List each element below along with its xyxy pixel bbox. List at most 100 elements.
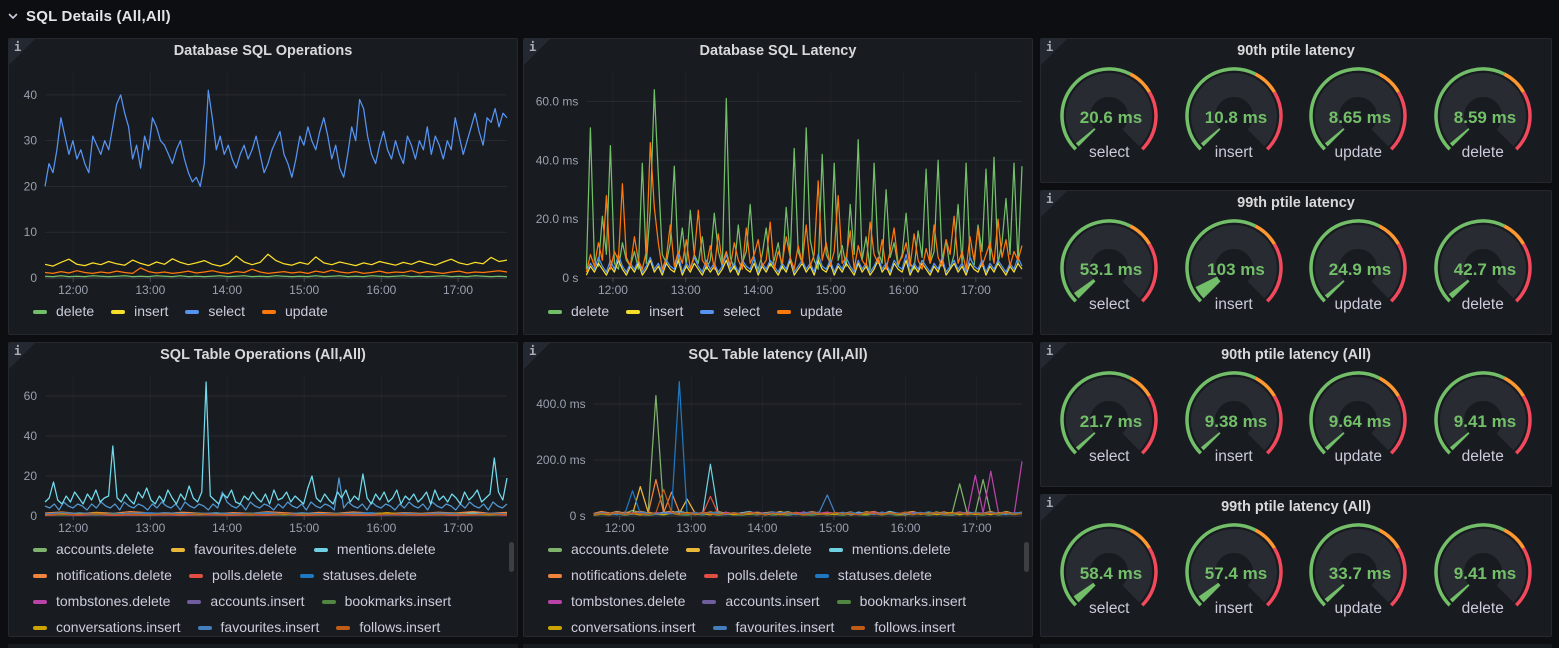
gauge-threshold-orange xyxy=(1254,376,1276,398)
legend-item-delete[interactable]: delete xyxy=(33,303,94,320)
x-axis-tick-label: 12:00 xyxy=(605,521,635,535)
legend-item-favourites.insert[interactable]: favourites.insert xyxy=(712,619,835,636)
legend-item-select[interactable]: select xyxy=(700,303,760,320)
panel-title[interactable]: 99th ptile latency xyxy=(1237,195,1355,211)
gauge-label: update xyxy=(1334,144,1382,161)
legend-item-accounts.insert[interactable]: accounts.insert xyxy=(702,593,820,610)
gauge-delete[interactable]: 42.7 ms delete xyxy=(1421,216,1546,314)
legend-item-insert[interactable]: insert xyxy=(626,303,683,320)
legend-item-favourites.delete[interactable]: favourites.delete xyxy=(686,541,812,558)
y-axis-tick-label: 0 s xyxy=(562,271,578,285)
gauge-select[interactable]: 53.1 ms select xyxy=(1047,216,1172,314)
legend-item-notifications.delete[interactable]: notifications.delete xyxy=(548,567,687,584)
info-icon[interactable]: i xyxy=(14,40,22,54)
gauge-threshold-orange xyxy=(1129,72,1152,94)
legend-scrollbar[interactable] xyxy=(1024,542,1029,572)
gauge-svg: 8.65 ms xyxy=(1309,67,1407,151)
legend-item-favourites.insert[interactable]: favourites.insert xyxy=(197,619,319,636)
time-series-chart[interactable]: 0 20 40 60 12:00 13:00 14:00 15:00 16:00 17:00 xyxy=(9,368,517,536)
legend-item-update[interactable]: update xyxy=(261,303,328,320)
legend-scrollbar[interactable] xyxy=(509,542,514,572)
time-series-chart[interactable]: 0 s 20.0 ms 40.0 ms 60.0 ms 12:00 13:00 14:00 1… xyxy=(524,64,1032,298)
gauge-svg: 8.59 ms xyxy=(1434,67,1532,151)
gauge-threshold-orange xyxy=(1378,376,1401,398)
panel-title[interactable]: 90th ptile latency (All) xyxy=(1221,347,1371,363)
chart-legend: accounts.delete favourites.delete mentions… xyxy=(9,536,517,636)
legend-item-insert[interactable]: insert xyxy=(111,303,168,320)
gauge-update[interactable]: 33.7 ms update xyxy=(1296,520,1421,618)
legend-item-tombstones.delete[interactable]: tombstones.delete xyxy=(548,593,685,610)
info-icon[interactable]: i xyxy=(1046,192,1054,206)
info-icon[interactable]: i xyxy=(14,344,22,358)
legend-item-notifications.delete[interactable]: notifications.delete xyxy=(33,567,172,584)
panel-title[interactable]: Database SQL Operations xyxy=(173,43,353,59)
gauge-select[interactable]: 58.4 ms select xyxy=(1047,520,1172,618)
gauge-value-bar xyxy=(1200,127,1221,147)
legend-label: accounts.delete xyxy=(56,541,155,557)
legend-item-conversations.insert[interactable]: conversations.insert xyxy=(33,619,181,636)
legend-item-mentions.delete[interactable]: mentions.delete xyxy=(313,541,436,558)
legend-item-conversations.insert[interactable]: conversations.insert xyxy=(548,619,696,636)
panel-title[interactable]: Database SQL Latency xyxy=(699,43,857,59)
panel-title[interactable]: SQL Table latency (All,All) xyxy=(688,347,868,363)
gauge-select[interactable]: 21.7 ms select xyxy=(1047,368,1172,466)
legend-swatch xyxy=(33,625,47,630)
legend-item-accounts.delete[interactable]: accounts.delete xyxy=(33,541,154,558)
legend-item-select[interactable]: select xyxy=(185,303,245,320)
legend-item-statuses.delete[interactable]: statuses.delete xyxy=(299,567,417,584)
panel-title[interactable]: 99th ptile latency (All) xyxy=(1221,499,1371,515)
gauge-threshold-orange xyxy=(1503,72,1525,94)
info-icon[interactable]: i xyxy=(1046,40,1054,54)
legend-item-delete[interactable]: delete xyxy=(548,303,609,320)
time-series-chart[interactable]: 0 s 200.0 ms 400.0 ms 12:00 13:00 14:00 15:00 1… xyxy=(524,368,1032,536)
gauge-ring-background xyxy=(1315,225,1402,299)
time-series-chart[interactable]: 0 10 20 30 40 12:00 13:00 14:00 15:00 16:00 17:00 xyxy=(9,64,517,298)
gauge-update[interactable]: 8.65 ms update xyxy=(1296,64,1421,162)
x-axis-tick-label: 14:00 xyxy=(212,283,242,297)
gauge-threshold-red xyxy=(1390,91,1407,151)
info-icon[interactable]: i xyxy=(1046,496,1054,510)
legend-swatch xyxy=(548,309,562,314)
gauge-update[interactable]: 9.64 ms update xyxy=(1296,368,1421,466)
gauge-insert[interactable]: 10.8 ms insert xyxy=(1172,64,1297,162)
legend-item-statuses.delete[interactable]: statuses.delete xyxy=(814,567,932,584)
gauge-delete[interactable]: 8.59 ms delete xyxy=(1421,64,1546,162)
info-icon[interactable]: i xyxy=(1046,344,1054,358)
panel-title[interactable]: SQL Table Operations (All,All) xyxy=(160,347,366,363)
legend-label: favourites.insert xyxy=(735,619,835,635)
info-icon[interactable]: i xyxy=(529,344,537,358)
legend-item-follows.insert[interactable]: follows.insert xyxy=(851,619,955,636)
legend-item-mentions.delete[interactable]: mentions.delete xyxy=(828,541,951,558)
gauge-threshold-green xyxy=(1434,523,1505,607)
gauge-delete[interactable]: 9.41 ms delete xyxy=(1421,520,1546,618)
gauge-insert[interactable]: 103 ms insert xyxy=(1172,216,1297,314)
gauge-update[interactable]: 24.9 ms update xyxy=(1296,216,1421,314)
gauge-delete[interactable]: 9.41 ms delete xyxy=(1421,368,1546,466)
legend-item-bookmarks.insert[interactable]: bookmarks.insert xyxy=(321,593,451,610)
legend-item-bookmarks.insert[interactable]: bookmarks.insert xyxy=(836,593,966,610)
row-header-sql-details[interactable]: SQL Details (All,All) xyxy=(6,4,171,28)
gauge-svg: 57.4 ms xyxy=(1185,523,1283,607)
gauge-value-bar xyxy=(1073,582,1097,603)
gauge-threshold-orange xyxy=(1378,528,1401,550)
legend-item-update[interactable]: update xyxy=(776,303,843,320)
legend-item-accounts.insert[interactable]: accounts.insert xyxy=(187,593,305,610)
legend-swatch xyxy=(548,547,562,552)
gauge-label: insert xyxy=(1214,144,1253,161)
gauge-insert[interactable]: 57.4 ms insert xyxy=(1172,520,1297,618)
legend-item-follows.insert[interactable]: follows.insert xyxy=(336,619,440,636)
gauge-insert[interactable]: 9.38 ms insert xyxy=(1172,368,1297,466)
legend-item-accounts.delete[interactable]: accounts.delete xyxy=(548,541,669,558)
legend-item-polls.delete[interactable]: polls.delete xyxy=(703,567,798,584)
gauge-select[interactable]: 20.6 ms select xyxy=(1047,64,1172,162)
legend-item-favourites.delete[interactable]: favourites.delete xyxy=(171,541,297,558)
gauge-threshold-red xyxy=(1390,547,1407,607)
legend-label: delete xyxy=(571,303,610,319)
chevron-down-icon[interactable] xyxy=(6,9,20,23)
legend-item-tombstones.delete[interactable]: tombstones.delete xyxy=(33,593,170,610)
panel-title[interactable]: 90th ptile latency xyxy=(1237,43,1355,59)
legend-item-polls.delete[interactable]: polls.delete xyxy=(188,567,283,584)
series-line-delete xyxy=(44,275,508,278)
info-icon[interactable]: i xyxy=(529,40,537,54)
legend-swatch xyxy=(187,599,202,604)
